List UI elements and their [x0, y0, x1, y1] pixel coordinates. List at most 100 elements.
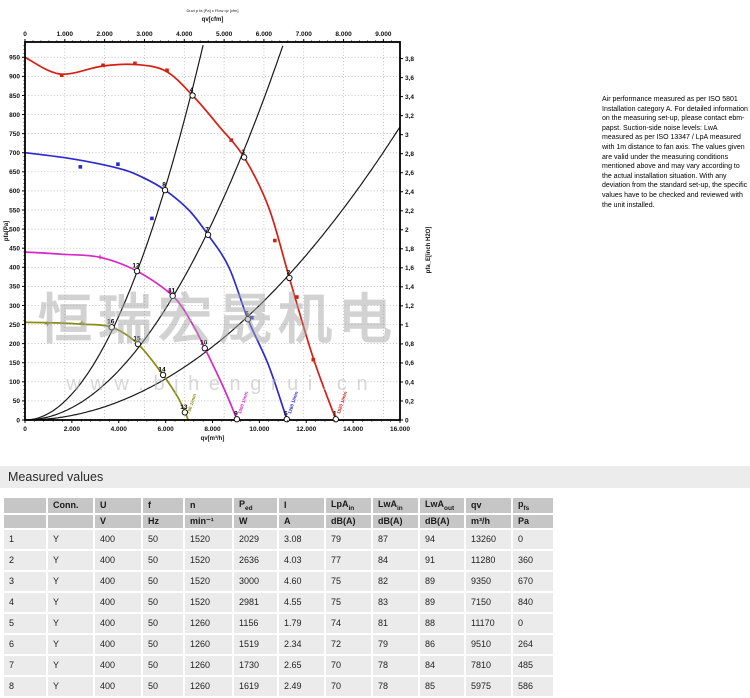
scatter-square [133, 61, 137, 66]
operating-point [133, 267, 141, 275]
table-cell: 84 [420, 655, 464, 675]
scatter-square [295, 295, 299, 299]
table-cell: 75 [326, 571, 371, 591]
left-tick-label: 550 [9, 207, 20, 214]
right-tick-label: 3,6 [405, 75, 414, 82]
top-tick-label: 1.000 [57, 31, 74, 38]
column-unit: Pa [513, 514, 553, 528]
table-cell: 9510 [466, 634, 511, 654]
top-tick-label: 3.000 [136, 31, 153, 38]
column-header: LwAout [420, 498, 464, 513]
top-tick-label: 4.000 [176, 31, 193, 38]
right-tick-label: 1,8 [405, 246, 414, 253]
table-row: 7 Y 400 50 1260 1730 2.65 70 78 84 7810 485 [4, 655, 553, 675]
bottom-tick-label: 12.000 [296, 426, 316, 433]
left-tick-label: 350 [9, 284, 20, 291]
scatter-square [59, 73, 64, 78]
right-tick-label: 0,4 [405, 379, 414, 386]
table-cell: 1520 [185, 550, 232, 570]
left-tick-label: 600 [9, 188, 20, 195]
operating-point-number: 6 [245, 311, 249, 318]
table-cell: 1260 [185, 676, 232, 696]
left-tick-label: 200 [9, 341, 20, 348]
table-row: 3 Y 400 50 1520 3000 4.60 75 82 89 9350 670 [4, 571, 553, 591]
scatter-square [78, 165, 83, 169]
measurement-note: Air performance measured as per ISO 5801… [602, 96, 748, 209]
left-tick-label: 300 [9, 303, 20, 310]
scatter-square [311, 357, 316, 362]
table-cell: 9350 [466, 571, 511, 591]
table-cell: 2.49 [279, 676, 324, 696]
table-cell: 50 [143, 634, 183, 654]
top-tick-label: 7.000 [296, 31, 313, 38]
left-tick-label: 250 [9, 322, 20, 329]
table-cell: 4.55 [279, 592, 324, 612]
operating-point [134, 340, 142, 348]
column-unit: Hz [143, 514, 183, 528]
operating-point-number: 4 [190, 87, 194, 94]
table-cell: 670 [513, 571, 553, 591]
column-header: Conn. [48, 498, 93, 513]
scatter-square [116, 162, 120, 166]
left-tick-label: 50 [13, 398, 21, 405]
top-tick-label: 2.000 [97, 31, 114, 38]
table-cell: 2.34 [279, 634, 324, 654]
column-header: LpAin [326, 498, 371, 513]
table-cell: 7810 [466, 655, 511, 675]
table-cell: 1260 [185, 613, 232, 633]
bottom-tick-label: 2.000 [64, 426, 81, 433]
table-cell: 50 [143, 550, 183, 570]
load-curve [24, 44, 204, 421]
scatter-square [101, 63, 105, 68]
bottom-tick-label: 10.000 [249, 426, 269, 433]
table-cell: 75 [326, 592, 371, 612]
right-tick-label: 2,8 [405, 151, 414, 158]
column-unit: V [95, 514, 141, 528]
table-cell: 50 [143, 571, 183, 591]
table-cell: 2981 [234, 592, 277, 612]
right-tick-label: 3 [405, 132, 409, 139]
left-tick-label: 950 [9, 55, 20, 62]
operating-point [286, 274, 293, 282]
scatter-square [273, 238, 277, 243]
load-curve [25, 126, 401, 421]
table-cell: 78 [373, 655, 418, 675]
right-tick-label: 0,8 [405, 341, 414, 348]
left-tick-label: 650 [9, 169, 20, 176]
table-cell: 91 [420, 550, 464, 570]
operating-point-number: 3 [241, 149, 245, 156]
right-tick-label: 3,8 [405, 56, 414, 63]
table-cell: 2.65 [279, 655, 324, 675]
operating-point [161, 186, 169, 194]
left-tick-label: 750 [9, 131, 20, 138]
table-cell: 1520 [185, 571, 232, 591]
right-tick-label: 1,2 [405, 303, 414, 310]
operating-point [283, 416, 290, 423]
operating-point-number: 11 [168, 287, 175, 294]
table-cell: 1156 [234, 613, 277, 633]
right-tick-label: 3,4 [405, 94, 414, 101]
column-header: n [185, 498, 232, 513]
table-cell: 50 [143, 613, 183, 633]
scatter-square [150, 216, 154, 221]
operating-point [244, 316, 252, 323]
table-cell: 1260 [185, 655, 232, 675]
table-row: 1 Y 400 50 1520 2029 3.08 79 87 94 13260 0 [4, 529, 553, 549]
table-cell: 0 [513, 613, 553, 633]
table-cell: 400 [95, 676, 141, 696]
column-header: pfs [513, 498, 553, 513]
operating-point-number: 14 [158, 366, 166, 373]
right-tick-label: 3,2 [405, 113, 414, 120]
table-cell: 1519 [234, 634, 277, 654]
watermark-text: 恒瑞宏晟机电 [38, 290, 398, 350]
table-cell: 485 [513, 655, 553, 675]
table-cell: 78 [373, 676, 418, 696]
table-cell: 4.60 [279, 571, 324, 591]
table-cell: 5975 [466, 676, 511, 696]
table-cell: 2029 [234, 529, 277, 549]
table-cell: 1520 [185, 592, 232, 612]
operating-point [108, 324, 115, 331]
table-cell: 2636 [234, 550, 277, 570]
